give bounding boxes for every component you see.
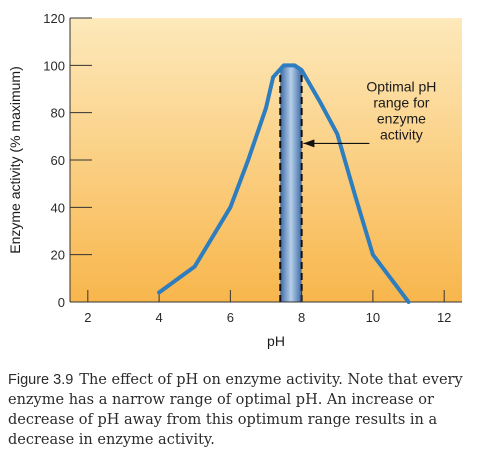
x-tick-label: 10 [366,310,380,325]
y-axis-title: Enzyme activity (% maximum) [7,66,23,253]
y-tick-label: 20 [51,248,65,263]
x-tick-label: 4 [155,310,162,325]
y-tick-label: 40 [51,200,65,215]
y-tick-label: 80 [51,106,65,121]
x-axis-title: pH [267,333,285,349]
enzyme-activity-chart: 0 20 40 60 80 100 120 2 4 6 8 10 12 pH Enzyme activity… [7,11,462,349]
optimal-range-band [280,65,302,302]
annotation-line: enzyme [377,110,426,126]
y-tick-label: 120 [43,11,65,26]
plot-background [70,18,462,302]
annotation-line: activity [380,126,423,142]
caption-text: The effect of pH on enzyme activity. Not… [8,372,463,448]
annotation-line: range for [373,94,429,110]
annotation-arrow-head [303,139,315,148]
enzyme-activity-line [157,63,411,304]
figure-caption: Figure 3.9 The effect of pH on enzyme act… [8,370,476,450]
y-tick-label: 0 [58,295,65,310]
x-tick-label: 12 [437,310,451,325]
annotation-line: Optimal pH [366,78,436,94]
x-tick-label: 2 [84,310,91,325]
y-tick-label: 60 [51,153,65,168]
x-tick-label: 6 [227,310,234,325]
y-tick-label: 100 [43,58,65,73]
x-tick-label: 8 [298,310,305,325]
caption-label: Figure 3.9 [8,372,74,388]
